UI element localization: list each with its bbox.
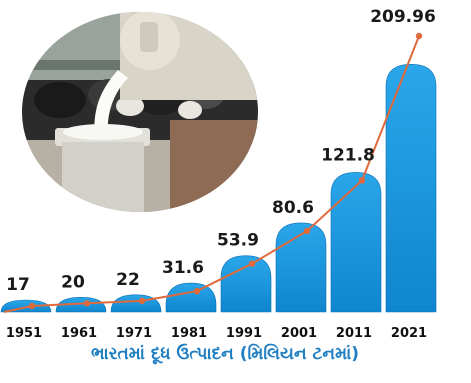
year-label-1991: 1991: [226, 326, 262, 341]
year-label-2021: 2021: [391, 326, 427, 341]
year-label-1961: 1961: [61, 326, 97, 341]
year-label-2011: 2011: [336, 326, 372, 341]
point-1961: [83, 300, 91, 307]
bar-2001: [275, 222, 327, 313]
value-label-1951: 17: [6, 275, 30, 295]
bars-group: [0, 64, 437, 313]
value-label-2001: 80.6: [272, 198, 314, 218]
point-2001: [303, 227, 311, 235]
point-1981: [193, 287, 201, 295]
value-label-1961: 20: [61, 272, 85, 292]
point-1951: [28, 302, 36, 310]
value-label-1971: 22: [116, 270, 140, 290]
point-1971: [138, 297, 146, 305]
milk-pouring-photo-icon: [22, 12, 258, 212]
year-labels-group: 1951 1961 1971 1981 1991 2001 2011 2021: [6, 326, 427, 341]
chart-title: ભારતમાં દૂધ ઉત્પાદન (મિલિયન ટનમાં): [90, 344, 360, 364]
value-label-2011: 121.8: [321, 145, 375, 165]
bar-1991: [220, 255, 272, 313]
point-2021: [415, 32, 423, 40]
bar-1971: [110, 294, 162, 313]
value-label-2021: 209.96: [370, 7, 436, 27]
year-label-2001: 2001: [281, 326, 317, 341]
bar-2021: [385, 64, 437, 313]
point-2011: [358, 177, 366, 184]
year-label-1981: 1981: [171, 326, 207, 341]
value-label-1981: 31.6: [162, 258, 204, 278]
point-1991: [248, 260, 256, 267]
points-group: [28, 32, 423, 310]
year-label-1971: 1971: [116, 326, 152, 341]
value-labels-group: 17 20 22 31.6 53.9 80.6 121.8 209.96: [6, 7, 436, 295]
bar-1981: [165, 282, 217, 313]
year-label-1951: 1951: [6, 326, 42, 341]
bar-2011: [330, 172, 382, 313]
value-label-1991: 53.9: [217, 231, 259, 251]
